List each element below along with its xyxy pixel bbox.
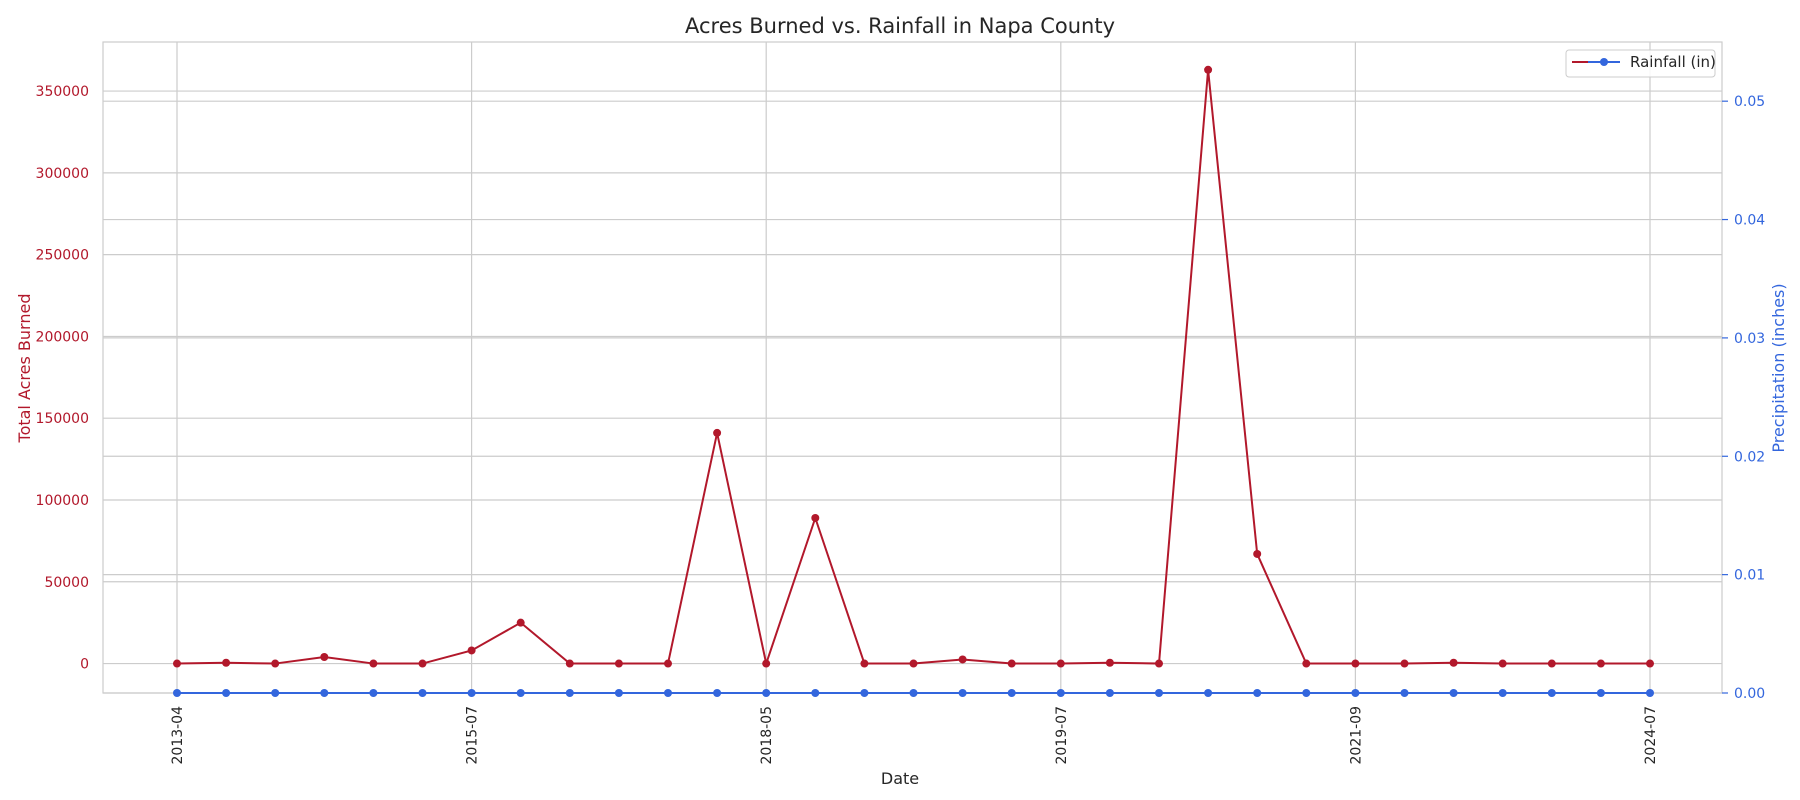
left-tick-label: 350000	[36, 84, 89, 100]
data-point	[1400, 689, 1409, 697]
data-point	[909, 689, 918, 697]
data-point	[1105, 689, 1114, 697]
right-tick-label: 0.05	[1734, 94, 1765, 110]
data-point	[664, 659, 672, 668]
x-tick-label: 2013-04	[170, 706, 186, 765]
data-point	[1449, 689, 1458, 697]
data-point	[1302, 659, 1311, 668]
data-point	[1302, 689, 1311, 697]
data-point	[713, 689, 722, 697]
right-axis-ticks: 0.00 0.01 0.02 0.03 0.04 0.05	[1722, 94, 1765, 702]
data-point	[467, 646, 476, 655]
data-point	[516, 618, 525, 627]
data-point	[320, 689, 329, 697]
data-point	[369, 689, 378, 697]
x-tick-label: 2015-07	[465, 706, 481, 765]
right-tick-label: 0.02	[1734, 449, 1765, 465]
data-point	[762, 659, 771, 668]
data-point	[1498, 689, 1507, 697]
data-point	[614, 659, 623, 668]
plot-frame	[102, 41, 1723, 694]
data-point	[467, 689, 476, 697]
grid	[103, 42, 1722, 694]
x-tick-label: 2018-05	[759, 706, 775, 765]
legend-swatch-marker	[1600, 58, 1608, 66]
left-axis-ticks: 0 50000 100000 150000 200000 250000 300000 3500…	[36, 84, 89, 672]
data-point	[173, 659, 181, 668]
data-point	[565, 659, 574, 668]
y-axis-label-left: Total Acres Burned	[15, 294, 34, 444]
data-point	[1253, 549, 1262, 558]
data-point	[762, 689, 771, 697]
data-point	[614, 689, 623, 697]
data-point	[369, 659, 378, 668]
data-point	[1547, 659, 1556, 668]
data-point	[1596, 689, 1605, 697]
data-point	[271, 689, 280, 697]
left-tick-label: 300000	[36, 166, 89, 182]
chart-title: Acres Burned vs. Rainfall in Napa County	[685, 14, 1115, 38]
data-point	[1155, 689, 1163, 697]
data-point	[1449, 658, 1458, 667]
data-point	[222, 689, 231, 697]
left-tick-label: 200000	[36, 329, 89, 345]
left-tick-label: 150000	[36, 411, 89, 427]
data-point	[713, 428, 722, 437]
data-point	[1596, 659, 1605, 668]
x-tick-label: 2024-07	[1643, 706, 1659, 765]
data-point	[222, 658, 231, 667]
y-axis-label-right: Precipitation (inches)	[1769, 283, 1788, 452]
data-point	[664, 689, 672, 697]
data-point	[173, 689, 181, 697]
data-point	[418, 689, 427, 697]
left-tick-label: 0	[80, 657, 89, 673]
data-point	[958, 655, 967, 664]
data-point	[1547, 689, 1556, 697]
x-axis-label: Date	[881, 769, 919, 788]
data-point	[1400, 659, 1409, 668]
right-tick-label: 0.04	[1734, 213, 1765, 229]
data-point	[271, 659, 280, 668]
data-point	[418, 659, 427, 668]
data-point	[1056, 659, 1065, 668]
data-point	[811, 513, 820, 522]
data-point	[516, 689, 525, 697]
left-tick-label: 50000	[44, 575, 89, 591]
left-tick-label: 100000	[36, 493, 89, 509]
data-point	[860, 659, 869, 668]
data-point	[1351, 659, 1360, 668]
data-point	[1056, 689, 1065, 697]
x-tick-label: 2021-09	[1348, 706, 1364, 765]
legend-box	[1565, 49, 1716, 78]
data-point	[1204, 65, 1213, 74]
data-point	[1155, 659, 1163, 668]
data-point	[1253, 689, 1262, 697]
left-tick-label: 250000	[36, 248, 89, 264]
x-tick-label: 2019-07	[1054, 706, 1070, 765]
right-tick-label: 0.01	[1734, 568, 1765, 584]
x-axis-ticks: 2013-04 2015-07 2018-05 2019-07 2021-09 2024-…	[170, 706, 1659, 765]
series-layer	[173, 65, 1654, 697]
data-point	[1498, 659, 1507, 668]
data-point	[1351, 689, 1360, 697]
data-point	[909, 659, 918, 668]
data-point	[1007, 659, 1016, 668]
data-point	[320, 653, 329, 662]
data-point	[1204, 689, 1213, 697]
data-point	[1105, 658, 1114, 667]
data-point	[1646, 659, 1654, 668]
right-tick-label: 0.00	[1734, 686, 1765, 702]
legend: Rainfall (in)	[1565, 49, 1716, 78]
data-point	[860, 689, 869, 697]
data-point	[565, 689, 574, 697]
legend-label: Rainfall (in)	[1630, 53, 1716, 71]
right-tick-label: 0.03	[1734, 331, 1765, 347]
data-point	[1646, 689, 1654, 697]
data-point	[958, 689, 967, 697]
data-point	[1007, 689, 1016, 697]
data-point	[811, 689, 820, 697]
